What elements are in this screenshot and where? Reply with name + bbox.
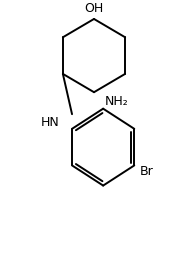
Text: Br: Br [140, 165, 154, 178]
Text: NH₂: NH₂ [105, 94, 129, 107]
Text: HN: HN [40, 116, 59, 129]
Text: OH: OH [84, 2, 104, 15]
